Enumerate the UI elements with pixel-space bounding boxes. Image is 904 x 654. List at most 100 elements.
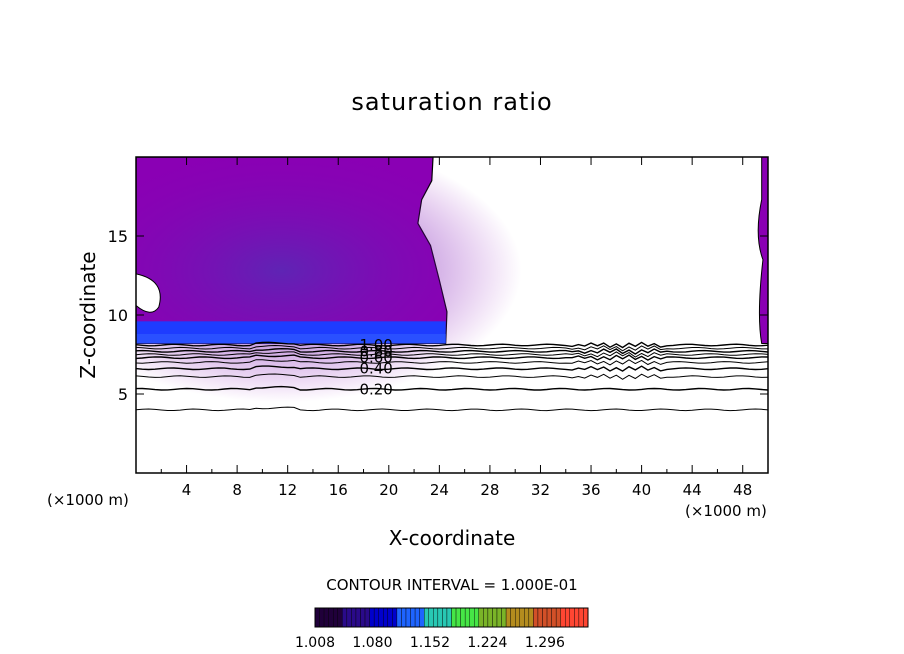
colorbar-cell xyxy=(565,607,571,628)
contour-label: 0.20 xyxy=(359,380,392,398)
colorbar-cell xyxy=(560,607,566,628)
y-tick-label: 10 xyxy=(108,306,128,325)
colorbar-cell xyxy=(451,607,457,628)
base-band-inner xyxy=(136,333,446,344)
colorbar-cell xyxy=(528,607,534,628)
contour-line xyxy=(136,341,768,349)
colorbar-cell xyxy=(387,607,393,628)
colorbar-cell xyxy=(442,607,448,628)
colorbar-cell xyxy=(492,607,498,628)
colorbar-cell xyxy=(405,607,411,628)
y-axis-label: Z-coordinate xyxy=(76,251,100,379)
colorbar-cell xyxy=(501,607,507,628)
colorbar-cell xyxy=(569,607,575,628)
colorbar-label: 1.008 xyxy=(295,635,335,651)
colorbar-cell xyxy=(342,607,348,628)
colorbar-cell xyxy=(551,607,557,628)
colorbar-cell xyxy=(505,607,511,628)
x-tick-label: 36 xyxy=(581,481,600,499)
colorbar-cell xyxy=(487,607,493,628)
x-unit-label-right: (×1000 m) xyxy=(685,502,767,520)
plot-area: 0.20 0.400.600.801.00 xyxy=(136,157,768,412)
colorbar-cell xyxy=(333,607,338,628)
right-edge-strip xyxy=(757,157,768,344)
x-tick-label: 24 xyxy=(430,481,449,499)
contour-line xyxy=(136,354,768,361)
x-tick-label: 40 xyxy=(632,481,651,499)
colorbar-cell xyxy=(583,607,589,628)
colorbar-cell xyxy=(515,607,520,628)
contour-line xyxy=(136,347,768,355)
colorbar-cell xyxy=(328,607,334,628)
colorbar-cell xyxy=(519,607,525,628)
colorbar-cell xyxy=(351,607,357,628)
colorbar-cell xyxy=(524,607,530,628)
contour-line xyxy=(136,344,768,352)
contour-line xyxy=(136,365,768,372)
colorbar-cell xyxy=(437,607,443,628)
colorbar-frame xyxy=(314,607,589,628)
colorbar-cell xyxy=(424,607,429,628)
colorbar-cell xyxy=(469,607,475,628)
colorbar-cell xyxy=(392,607,398,628)
colorbar-cell xyxy=(383,607,389,628)
colorbar-cell xyxy=(337,607,343,628)
y-tick-label: 15 xyxy=(108,227,128,246)
colorbar-cell xyxy=(433,607,439,628)
x-tick-label: 48 xyxy=(733,481,752,499)
colorbar-cell xyxy=(410,607,416,628)
colorbar-cell xyxy=(464,607,470,628)
colorbar-cell xyxy=(533,607,539,628)
x-tick-label: 32 xyxy=(531,481,550,499)
x-unit-label-left: (×1000 m) xyxy=(47,491,129,509)
colorbar-label: 1.152 xyxy=(410,635,450,651)
x-tick-label: 28 xyxy=(480,481,499,499)
colorbar-cell xyxy=(314,607,320,628)
x-tick-label: 20 xyxy=(379,481,398,499)
colorbar-cell xyxy=(319,607,325,628)
colorbar-cell xyxy=(496,607,502,628)
colorbar-cell xyxy=(323,607,329,628)
colorbar-cell xyxy=(355,607,361,628)
contour-line xyxy=(136,373,768,380)
contour-line xyxy=(136,406,768,412)
colorbar-cell xyxy=(510,607,516,628)
colorbar-cell xyxy=(474,607,480,628)
x-tick-label: 12 xyxy=(278,481,297,499)
colorbar-cell xyxy=(428,607,434,628)
colorbar-cell xyxy=(483,607,489,628)
colorbar-cell xyxy=(555,607,561,628)
contour-line xyxy=(136,351,768,358)
colorbar-cell xyxy=(455,607,461,628)
colorbar-cell xyxy=(419,607,425,628)
colorbar-label: 1.080 xyxy=(352,635,392,651)
chart-title: saturation ratio xyxy=(351,88,553,116)
colorbar-cell xyxy=(364,607,370,628)
colorbar-cell xyxy=(369,607,375,628)
colorbar-cell xyxy=(574,607,580,628)
colorbar-cell xyxy=(446,607,452,628)
colorbar-cell xyxy=(546,607,552,628)
colorbar-cell xyxy=(460,607,466,628)
colorbar-cell xyxy=(373,607,379,628)
saturation-core xyxy=(136,157,522,403)
x-tick-label: 44 xyxy=(683,481,702,499)
contour-label: 0.80 xyxy=(359,342,392,360)
clear-pocket xyxy=(136,273,161,313)
contour-line xyxy=(136,359,768,366)
colorbar-cell xyxy=(378,607,384,628)
contour-line xyxy=(136,385,768,391)
contour-label: 1.00 xyxy=(359,336,392,354)
colorbar-cell xyxy=(346,607,352,628)
x-tick-label: 16 xyxy=(329,481,348,499)
colorbar-cell xyxy=(542,607,548,628)
colorbar-label: 1.296 xyxy=(525,635,565,651)
contour-label: 0.60 xyxy=(359,349,392,367)
x-axis-label: X-coordinate xyxy=(388,526,516,550)
x-tick-label: 4 xyxy=(182,481,192,499)
colorbar-cell xyxy=(396,607,402,628)
colorbar-cell xyxy=(578,607,584,628)
colorbar-cell xyxy=(414,607,420,628)
colorbar-cell xyxy=(360,607,366,628)
